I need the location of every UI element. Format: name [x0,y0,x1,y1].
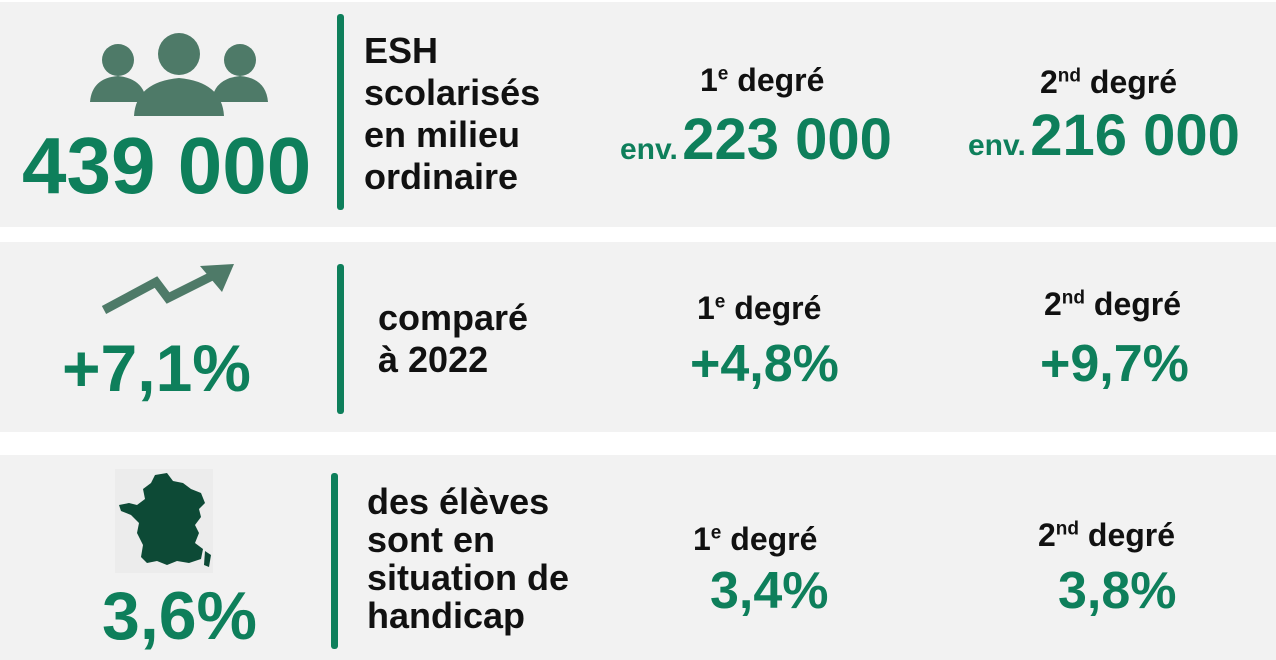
row-growth: +7,1% comparé à 2022 1e degré +4,8% 2nd … [0,242,1276,432]
growth-value: +7,1% [62,331,251,405]
primary-level-value: env. 223 000 [620,107,892,172]
primary-level-value: 3,4% [710,562,829,620]
secondary-level-label: 2nd degré [1040,64,1178,100]
secondary-level-value: env. 216 000 [968,103,1240,168]
description-line: ESH [364,30,439,71]
primary-level-label: 1e degré [697,290,822,326]
description-line: des élèves [367,481,550,522]
description-text: ESH scolarisés en milieu ordinaire [364,30,540,198]
description-line: ordinaire [364,156,519,197]
divider-bar [331,473,338,649]
france-map-icon [115,469,213,573]
primary-level-label: 1e degré [693,521,818,557]
description-line: à 2022 [378,339,489,380]
row-enrolled-students: 439 000 ESH scolarisés en milieu ordinai… [0,2,1276,227]
share-value: 3,6% [102,578,257,654]
description-line: situation de [367,557,570,598]
description-line: en milieu [364,114,521,155]
primary-level-label: 1e degré [700,62,825,98]
secondary-level-label: 2nd degré [1044,286,1182,322]
people-group-icon [90,33,268,116]
divider-bar [337,264,344,414]
description-text: des élèves sont en situation de handicap [367,483,569,635]
secondary-level-value: 3,8% [1058,562,1177,620]
secondary-level-label: 2nd degré [1038,517,1176,553]
trend-up-arrow-icon [101,264,234,314]
primary-level-value: +4,8% [690,335,839,393]
divider-bar [337,14,344,210]
row-share: 3,6% des élèves sont en situation de han… [0,455,1276,660]
description-line: handicap [367,595,526,636]
description-line: scolarisés [364,72,541,113]
description-line: comparé [378,297,529,338]
secondary-level-value: +9,7% [1040,335,1189,393]
description-text: comparé à 2022 [378,297,528,381]
description-line: sont en [367,519,496,560]
total-enrolled-value: 439 000 [22,121,312,210]
